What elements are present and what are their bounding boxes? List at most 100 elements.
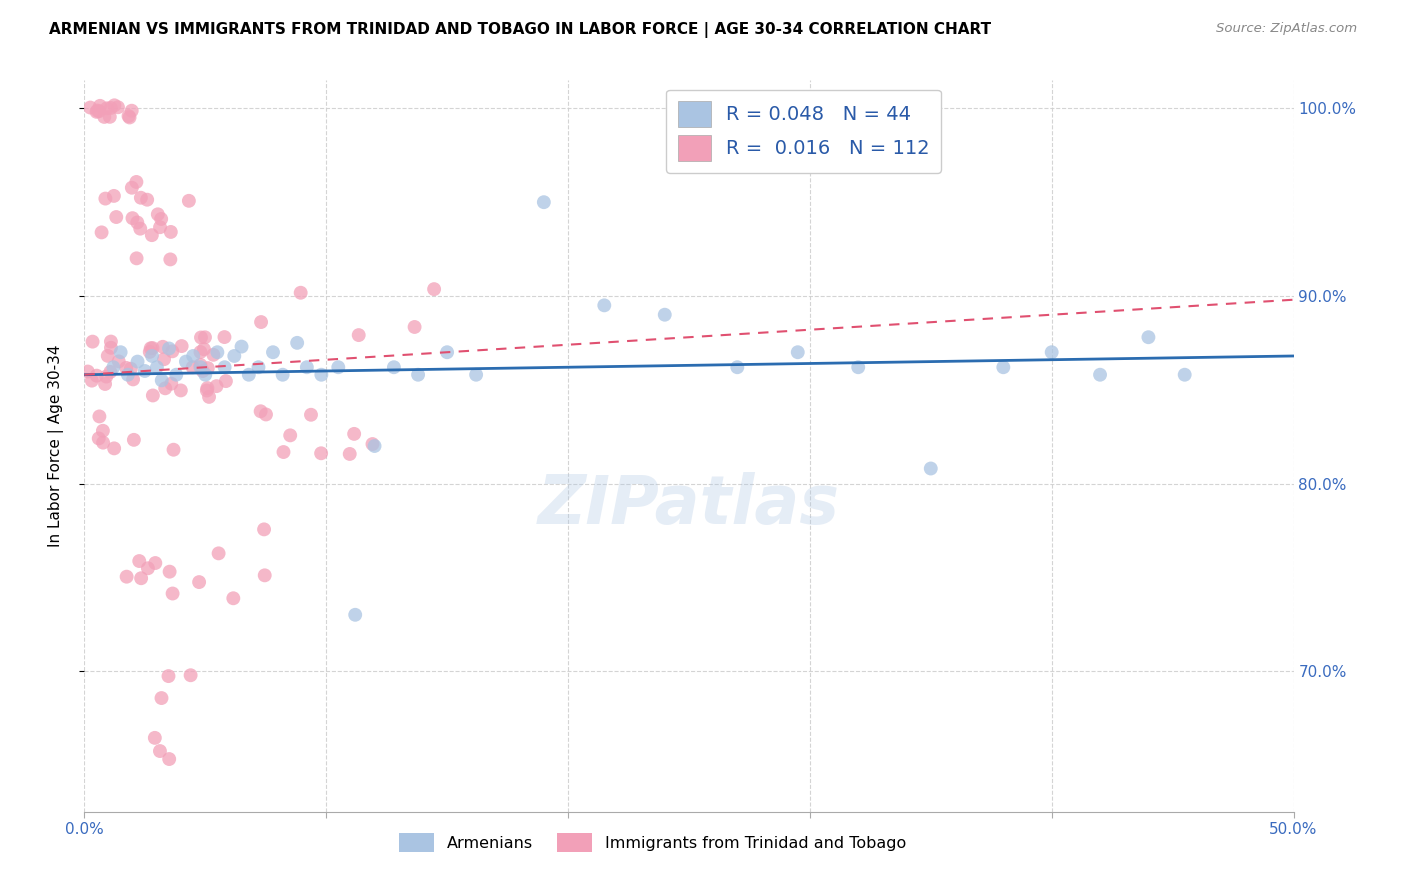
Point — [82, 334, 104, 349]
Point — [155, 381, 177, 395]
Point — [141, 349, 163, 363]
Point — [1040, 345, 1063, 359]
Y-axis label: In Labor Force | Age 30-34: In Labor Force | Age 30-34 — [48, 344, 63, 548]
Point — [149, 220, 172, 235]
Text: ZIPatlas: ZIPatlas — [538, 472, 839, 538]
Point — [423, 282, 446, 296]
Point — [363, 439, 385, 453]
Point — [100, 341, 122, 355]
Point — [190, 358, 212, 372]
Point — [115, 570, 138, 584]
Point — [103, 442, 125, 456]
Point — [309, 446, 332, 460]
Point — [159, 225, 181, 239]
Point — [311, 368, 333, 382]
Point — [150, 691, 173, 706]
Point — [117, 368, 139, 382]
Point — [150, 373, 173, 387]
Point — [465, 368, 488, 382]
Point — [115, 360, 138, 375]
Point — [1137, 330, 1160, 344]
Point — [97, 349, 120, 363]
Point — [162, 442, 184, 457]
Point — [262, 345, 284, 359]
Point — [125, 175, 148, 189]
Point — [93, 110, 115, 124]
Point — [193, 342, 215, 356]
Point — [105, 210, 128, 224]
Point — [194, 368, 217, 382]
Point — [786, 345, 808, 359]
Point — [725, 360, 748, 375]
Point — [247, 360, 270, 375]
Point — [143, 731, 166, 745]
Point — [207, 546, 229, 560]
Point — [205, 379, 228, 393]
Point — [86, 104, 108, 119]
Point — [202, 348, 225, 362]
Point — [100, 334, 122, 349]
Point — [181, 349, 204, 363]
Point — [139, 345, 162, 359]
Point — [128, 554, 150, 568]
Point — [231, 340, 253, 354]
Point — [122, 372, 145, 386]
Point — [162, 344, 184, 359]
Point — [159, 252, 181, 267]
Point — [180, 668, 202, 682]
Point — [117, 109, 139, 123]
Point — [224, 349, 246, 363]
Point — [190, 360, 212, 375]
Point — [654, 308, 676, 322]
Point — [87, 432, 110, 446]
Point — [343, 426, 366, 441]
Point — [197, 361, 219, 376]
Point — [122, 433, 145, 447]
Point — [121, 103, 143, 118]
Point — [197, 381, 219, 395]
Point — [214, 360, 236, 375]
Point — [121, 180, 143, 194]
Point — [94, 376, 117, 391]
Point — [103, 360, 125, 375]
Point — [143, 556, 166, 570]
Point — [142, 388, 165, 402]
Point — [194, 330, 217, 344]
Point — [103, 98, 125, 112]
Point — [153, 352, 176, 367]
Point — [170, 339, 193, 353]
Point — [295, 360, 318, 375]
Point — [150, 211, 173, 226]
Point — [1088, 368, 1111, 382]
Point — [125, 252, 148, 266]
Point — [96, 101, 118, 115]
Point — [214, 330, 236, 344]
Point — [406, 368, 429, 382]
Point — [146, 360, 169, 375]
Text: Source: ZipAtlas.com: Source: ZipAtlas.com — [1216, 22, 1357, 36]
Point — [86, 368, 108, 383]
Point — [404, 320, 426, 334]
Point — [846, 360, 869, 375]
Point — [347, 328, 370, 343]
Point — [90, 226, 112, 240]
Point — [382, 360, 405, 375]
Point — [177, 194, 200, 208]
Point — [238, 368, 260, 382]
Point — [157, 342, 180, 356]
Point — [253, 522, 276, 536]
Point — [191, 364, 214, 378]
Point — [120, 361, 142, 376]
Point — [141, 228, 163, 243]
Point — [79, 101, 101, 115]
Point — [103, 189, 125, 203]
Point — [107, 100, 129, 114]
Text: ARMENIAN VS IMMIGRANTS FROM TRINIDAD AND TOBAGO IN LABOR FORCE | AGE 30-34 CORRE: ARMENIAN VS IMMIGRANTS FROM TRINIDAD AND… — [49, 22, 991, 38]
Point — [920, 461, 942, 475]
Point — [91, 424, 114, 438]
Point — [253, 568, 276, 582]
Point — [91, 435, 114, 450]
Point — [1174, 368, 1197, 382]
Point — [89, 409, 111, 424]
Point — [129, 191, 152, 205]
